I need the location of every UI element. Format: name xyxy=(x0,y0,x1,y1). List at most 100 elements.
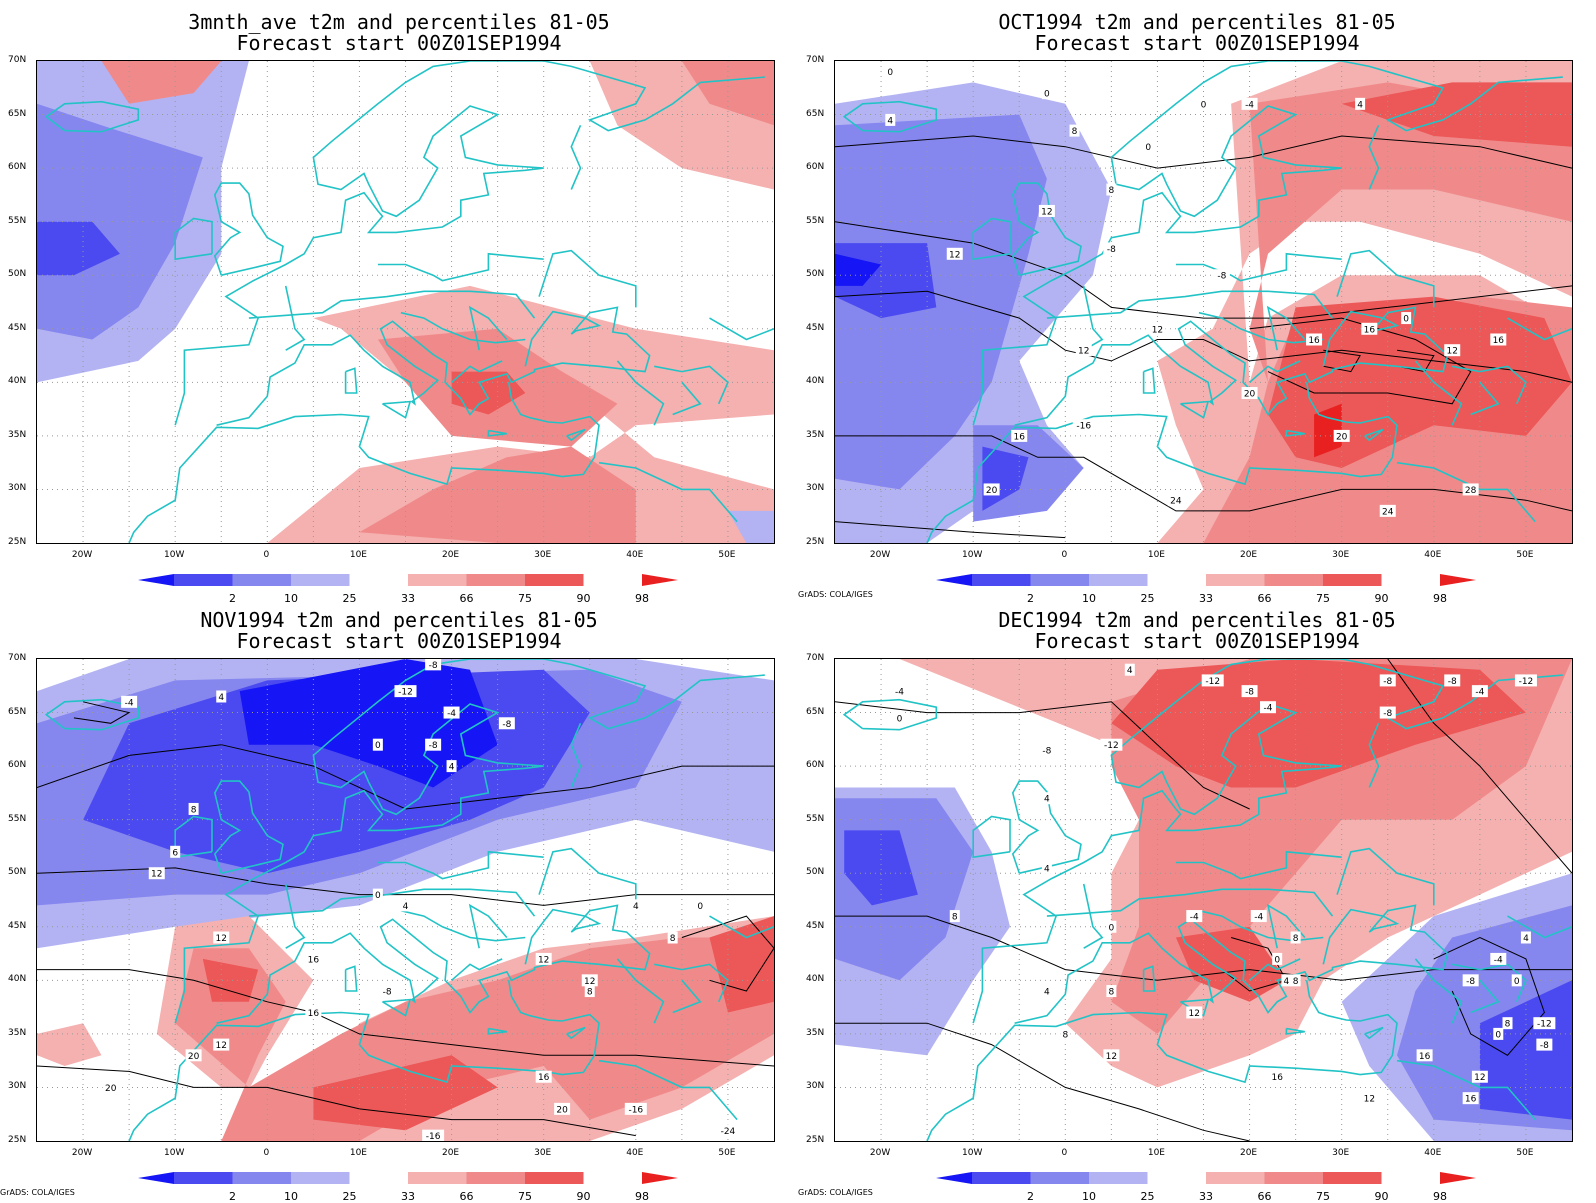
svg-text:16: 16 xyxy=(308,1009,320,1019)
svg-text:4: 4 xyxy=(633,902,639,912)
contour-label: 4 xyxy=(446,760,457,773)
svg-text:-8: -8 xyxy=(1448,677,1457,687)
colorbar-segment xyxy=(1264,1172,1323,1184)
svg-text:4: 4 xyxy=(1044,795,1050,805)
svg-text:20: 20 xyxy=(188,1052,200,1062)
coastline xyxy=(1414,360,1463,426)
colorbar-segment xyxy=(138,1172,174,1184)
longitude-label: 0 xyxy=(263,1148,270,1158)
contour-label: 0 xyxy=(894,711,905,724)
contour-label: 12 xyxy=(1075,344,1092,357)
coastline xyxy=(672,381,702,416)
contour-label: -8 xyxy=(379,985,396,998)
coastline xyxy=(284,285,306,351)
latitude-label: 35N xyxy=(8,1027,27,1038)
longitude-label: 10E xyxy=(349,1148,367,1158)
contour-label: 8 xyxy=(1060,1027,1071,1040)
svg-text:12: 12 xyxy=(1106,1052,1117,1062)
anomaly-shade-red xyxy=(1341,82,1572,147)
coastline xyxy=(1142,367,1156,394)
contour-label: 12 xyxy=(535,952,552,965)
coastline xyxy=(1452,963,1527,1003)
anomaly-shade-mid-blue xyxy=(835,114,1047,490)
contour-label: 16 xyxy=(1490,333,1507,346)
longitude-label: 10E xyxy=(349,550,367,560)
svg-text:8: 8 xyxy=(1062,1030,1068,1040)
contour-label: 4 xyxy=(1041,985,1052,998)
contour-label: 12 xyxy=(1038,204,1055,217)
colorbar-segment xyxy=(1323,574,1382,586)
contour-label: -4 xyxy=(1241,97,1258,110)
anomaly-shade-mid-red xyxy=(101,61,222,104)
contour-label: -12 xyxy=(394,685,417,698)
coastline xyxy=(1336,847,1435,906)
longitude-label: 20W xyxy=(71,1148,93,1158)
svg-text:20: 20 xyxy=(986,486,998,496)
coastline xyxy=(1452,365,1527,405)
contour-label: 0 xyxy=(1401,312,1412,325)
svg-text:24: 24 xyxy=(1382,507,1394,517)
longitude-label: 10E xyxy=(1147,550,1165,560)
svg-text:16: 16 xyxy=(538,1073,550,1083)
svg-text:8: 8 xyxy=(1293,977,1299,987)
contour-label: 8 xyxy=(667,931,678,944)
contour-line xyxy=(37,867,774,906)
latitude-label: 70N xyxy=(8,653,27,663)
contour-label: 12 xyxy=(148,867,165,880)
colorbar-segment xyxy=(1206,1172,1265,1184)
colorbar-segment xyxy=(525,574,584,586)
longitude-label: 40E xyxy=(626,550,644,560)
coastline xyxy=(44,698,140,731)
contour-label: 16 xyxy=(305,952,322,965)
longitude-label: 10W xyxy=(164,1148,185,1158)
colorbar-segment xyxy=(1030,1172,1089,1184)
contour-label: -16 xyxy=(422,1129,445,1141)
colorbar-segment xyxy=(525,1172,584,1184)
grads-credit: GrADS: COLA/IGES xyxy=(0,1188,75,1197)
contour-label: 4 xyxy=(1041,861,1052,874)
latitude-label: 40N xyxy=(8,376,27,387)
colorbar-label: 98 xyxy=(635,1190,649,1203)
svg-text:0: 0 xyxy=(375,741,381,751)
colorbar-label: 33 xyxy=(1199,1190,1213,1203)
map-title: NOV1994 t2m and percentiles 81-05 xyxy=(200,608,598,632)
longitude-label: 50E xyxy=(1516,550,1534,560)
svg-text:20: 20 xyxy=(1244,390,1256,400)
coastline xyxy=(1011,182,1082,276)
svg-text:20: 20 xyxy=(1336,432,1348,442)
coastline xyxy=(1046,888,1334,917)
svg-text:-12: -12 xyxy=(1205,677,1220,687)
contour-label: 4 xyxy=(1281,974,1292,987)
svg-text:12: 12 xyxy=(216,934,227,944)
contour-label: 16 xyxy=(1416,1049,1433,1062)
anomaly-shade-red xyxy=(451,371,526,415)
svg-text:-8: -8 xyxy=(1217,272,1226,282)
coastline xyxy=(598,1059,738,1121)
longitude-label: 20E xyxy=(1239,550,1258,560)
coastline xyxy=(1198,311,1324,344)
colorbar-label: 75 xyxy=(518,1190,532,1203)
svg-text:4: 4 xyxy=(1523,934,1529,944)
svg-text:-4: -4 xyxy=(1190,913,1199,923)
svg-text:12: 12 xyxy=(1447,347,1458,357)
coastline xyxy=(1175,850,1342,880)
longitude-label: 20E xyxy=(1239,1148,1258,1158)
contour-line xyxy=(1249,317,1472,405)
coastline xyxy=(972,815,1011,859)
coastline xyxy=(842,100,938,133)
latitude-label: 55N xyxy=(8,215,27,226)
longitude-label: 50E xyxy=(718,550,736,560)
latitude-label: 30N xyxy=(8,483,27,494)
contour-label: -4 xyxy=(121,695,138,708)
colorbar-label: 98 xyxy=(1433,592,1447,605)
contour-label: 16 xyxy=(1361,322,1378,335)
coastline xyxy=(1285,429,1305,437)
colorbar-segment xyxy=(936,1172,972,1184)
contour-label: 16 xyxy=(1462,1092,1479,1105)
coastline xyxy=(213,182,284,276)
map-subtitle: Forecast start 00Z01SEP1994 xyxy=(236,629,562,653)
colorbar-segment xyxy=(138,574,174,586)
svg-text:4: 4 xyxy=(403,902,409,912)
colorbar-label: 75 xyxy=(518,592,532,605)
